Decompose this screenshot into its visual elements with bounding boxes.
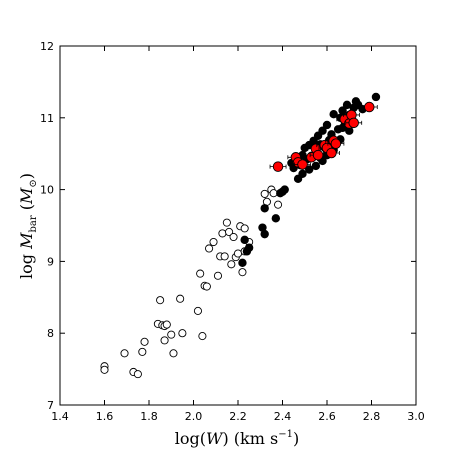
open-point bbox=[100, 365, 109, 374]
open-point bbox=[167, 330, 176, 339]
open-point bbox=[229, 232, 238, 242]
y-tick-label: 7 bbox=[47, 399, 54, 412]
open-point bbox=[225, 227, 234, 237]
open-point bbox=[220, 252, 229, 261]
open-point bbox=[176, 294, 185, 303]
red-point bbox=[312, 149, 324, 161]
red-point bbox=[297, 159, 308, 170]
red-point bbox=[326, 147, 337, 159]
open-point bbox=[178, 329, 187, 338]
open-point bbox=[202, 282, 211, 291]
open-point bbox=[273, 200, 283, 209]
open-point bbox=[196, 269, 205, 278]
open-point bbox=[160, 336, 169, 345]
filled-point bbox=[329, 110, 338, 119]
filled-point bbox=[338, 106, 347, 115]
open-point bbox=[140, 337, 149, 346]
open-point bbox=[222, 218, 231, 227]
axis-ticks: 1.4 1.6 1.8 2.0 2.2 2.4 2.6 2.8 3.0 7 8 9 10 11 12 bbox=[40, 40, 425, 423]
red-point-with-errorbar bbox=[327, 138, 345, 149]
x-tick-label: 1.6 bbox=[96, 410, 114, 423]
filled-point bbox=[318, 126, 327, 135]
filled-point bbox=[240, 235, 249, 245]
red-point bbox=[348, 117, 359, 129]
open-point bbox=[169, 349, 178, 358]
open-point bbox=[156, 296, 165, 305]
open-point bbox=[260, 189, 269, 198]
red-point bbox=[330, 138, 342, 149]
red-point-with-errorbar bbox=[323, 147, 340, 159]
filled-point bbox=[280, 185, 289, 194]
open-point bbox=[233, 249, 243, 258]
filled-point bbox=[260, 229, 269, 239]
y-tick-label: 11 bbox=[40, 112, 54, 125]
filled-point bbox=[311, 161, 321, 171]
open-point bbox=[213, 271, 223, 280]
open-point bbox=[240, 224, 249, 233]
open-point bbox=[218, 229, 227, 238]
open-point bbox=[162, 320, 171, 329]
y-tick-label: 8 bbox=[47, 327, 54, 340]
x-tick-label: 3.0 bbox=[407, 410, 425, 423]
y-tick-label: 9 bbox=[47, 255, 54, 268]
data-points bbox=[100, 92, 381, 379]
filled-point bbox=[238, 258, 247, 268]
filled-point bbox=[305, 165, 314, 174]
x-tick-label: 2.8 bbox=[363, 410, 381, 423]
red-point-with-errorbar bbox=[294, 159, 311, 170]
open-point bbox=[193, 306, 202, 315]
x-tick-label: 2.0 bbox=[185, 410, 203, 423]
open-point bbox=[198, 332, 207, 341]
y-tick-label: 10 bbox=[40, 184, 54, 197]
open-point bbox=[209, 237, 218, 247]
open-point bbox=[133, 370, 142, 379]
y-tick-label: 12 bbox=[40, 40, 54, 53]
x-axis-label: log(W) (km s−1) bbox=[175, 429, 299, 448]
filled-point bbox=[322, 120, 332, 130]
open-point bbox=[227, 260, 236, 269]
open-point bbox=[120, 349, 129, 358]
filled-point bbox=[271, 214, 281, 223]
x-tick-label: 2.6 bbox=[318, 410, 336, 423]
red-point-with-errorbar bbox=[345, 117, 363, 129]
x-tick-label: 1.8 bbox=[140, 410, 158, 423]
red-point bbox=[364, 101, 375, 113]
open-point bbox=[205, 244, 214, 253]
x-tick-label: 2.4 bbox=[274, 410, 292, 423]
x-tick-label: 2.2 bbox=[229, 410, 247, 423]
open-point bbox=[238, 268, 247, 277]
red-point-with-errorbar bbox=[309, 149, 327, 161]
filled-point bbox=[260, 204, 269, 213]
filled-point bbox=[298, 169, 307, 179]
red-point-with-errorbar bbox=[360, 101, 378, 113]
filled-point bbox=[244, 243, 254, 252]
open-point bbox=[138, 347, 147, 356]
y-axis-label: log Mbar (M⊙) bbox=[17, 173, 39, 279]
red-point bbox=[272, 161, 284, 172]
red-point-with-errorbar bbox=[269, 161, 287, 172]
x-tick-label: 1.4 bbox=[51, 410, 69, 423]
filled-point bbox=[371, 92, 381, 102]
